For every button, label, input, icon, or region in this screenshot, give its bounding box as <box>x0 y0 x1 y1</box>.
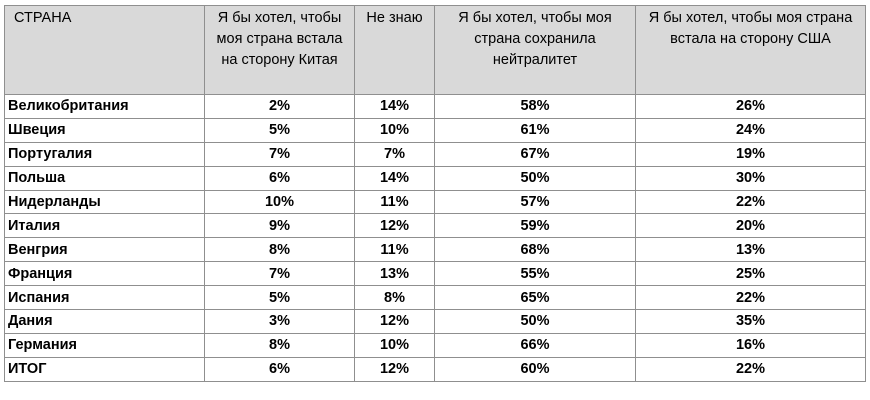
cell-china: 8% <box>204 332 355 358</box>
cell-usa: 26% <box>635 94 866 119</box>
cell-usa: 22% <box>635 189 866 215</box>
cell-country: Португалия <box>4 141 205 167</box>
header-side-china: Я бы хотел, чтобы моя страна встала на с… <box>204 5 355 95</box>
cell-china: 7% <box>204 141 355 167</box>
cell-usa: 35% <box>635 309 866 334</box>
cell-neutrality: 50% <box>434 309 636 334</box>
cell-country: Дания <box>4 309 205 334</box>
cell-china: 5% <box>204 117 355 143</box>
cell-dont-know: 7% <box>354 141 435 167</box>
table-row: Португалия 7% 7% 67% 19% <box>4 141 866 167</box>
table-row: Польша 6% 14% 50% 30% <box>4 165 866 191</box>
cell-dont-know: 12% <box>354 356 435 382</box>
cell-dont-know: 14% <box>354 165 435 191</box>
cell-country: Испания <box>4 285 205 311</box>
table-row: Венгрия 8% 11% 68% 13% <box>4 237 866 263</box>
cell-country: Швеция <box>4 117 205 143</box>
cell-neutrality: 66% <box>434 332 636 358</box>
cell-usa: 16% <box>635 332 866 358</box>
cell-china: 2% <box>204 94 355 119</box>
cell-usa: 13% <box>635 237 866 263</box>
cell-usa: 19% <box>635 141 866 167</box>
cell-dont-know: 11% <box>354 237 435 263</box>
cell-dont-know: 10% <box>354 117 435 143</box>
cell-neutrality: 65% <box>434 285 636 311</box>
cell-usa: 30% <box>635 165 866 191</box>
header-row: СТРАНА Я бы хотел, чтобы моя страна вста… <box>4 5 866 95</box>
cell-neutrality: 61% <box>434 117 636 143</box>
cell-country: Венгрия <box>4 237 205 263</box>
cell-country: Великобритания <box>4 94 205 119</box>
cell-usa: 20% <box>635 213 866 239</box>
cell-neutrality: 68% <box>434 237 636 263</box>
cell-usa: 24% <box>635 117 866 143</box>
cell-china: 8% <box>204 237 355 263</box>
cell-country: Нидерланды <box>4 189 205 215</box>
cell-dont-know: 8% <box>354 285 435 311</box>
header-country: СТРАНА <box>4 5 205 95</box>
cell-china: 6% <box>204 165 355 191</box>
cell-china: 9% <box>204 213 355 239</box>
cell-country: Франция <box>4 261 205 287</box>
cell-dont-know: 14% <box>354 94 435 119</box>
cell-neutrality: 59% <box>434 213 636 239</box>
table-row: Нидерланды 10% 11% 57% 22% <box>4 189 866 215</box>
cell-usa: 25% <box>635 261 866 287</box>
cell-dont-know: 13% <box>354 261 435 287</box>
cell-usa: 22% <box>635 285 866 311</box>
cell-country: Германия <box>4 332 205 358</box>
cell-neutrality: 58% <box>434 94 636 119</box>
cell-china: 6% <box>204 356 355 382</box>
cell-dont-know: 10% <box>354 332 435 358</box>
cell-dont-know: 11% <box>354 189 435 215</box>
table-body: Великобритания 2% 14% 58% 26% Швеция 5% … <box>4 94 866 382</box>
table-row: Великобритания 2% 14% 58% 26% <box>4 94 866 119</box>
cell-usa: 22% <box>635 356 866 382</box>
cell-china: 3% <box>204 309 355 334</box>
cell-neutrality: 67% <box>434 141 636 167</box>
cell-neutrality: 60% <box>434 356 636 382</box>
table-header: СТРАНА Я бы хотел, чтобы моя страна вста… <box>4 5 866 95</box>
cell-country: Польша <box>4 165 205 191</box>
cell-country: Италия <box>4 213 205 239</box>
cell-china: 10% <box>204 189 355 215</box>
table-row: Франция 7% 13% 55% 25% <box>4 261 866 287</box>
header-side-usa: Я бы хотел, чтобы моя страна встала на с… <box>635 5 866 95</box>
table-row: Швеция 5% 10% 61% 24% <box>4 117 866 143</box>
cell-neutrality: 55% <box>434 261 636 287</box>
survey-table: СТРАНА Я бы хотел, чтобы моя страна вста… <box>4 5 866 382</box>
cell-country: ИТОГ <box>4 356 205 382</box>
header-neutrality: Я бы хотел, чтобы моя страна сохранила н… <box>434 5 636 95</box>
table-row: Испания 5% 8% 65% 22% <box>4 285 866 311</box>
cell-dont-know: 12% <box>354 309 435 334</box>
header-dont-know: Не знаю <box>354 5 435 95</box>
table-row: Дания 3% 12% 50% 35% <box>4 309 866 334</box>
cell-china: 7% <box>204 261 355 287</box>
cell-china: 5% <box>204 285 355 311</box>
survey-table-container: СТРАНА Я бы хотел, чтобы моя страна вста… <box>4 5 866 382</box>
table-row-total: ИТОГ 6% 12% 60% 22% <box>4 356 866 382</box>
table-row: Италия 9% 12% 59% 20% <box>4 213 866 239</box>
cell-neutrality: 50% <box>434 165 636 191</box>
cell-neutrality: 57% <box>434 189 636 215</box>
table-row: Германия 8% 10% 66% 16% <box>4 332 866 358</box>
cell-dont-know: 12% <box>354 213 435 239</box>
